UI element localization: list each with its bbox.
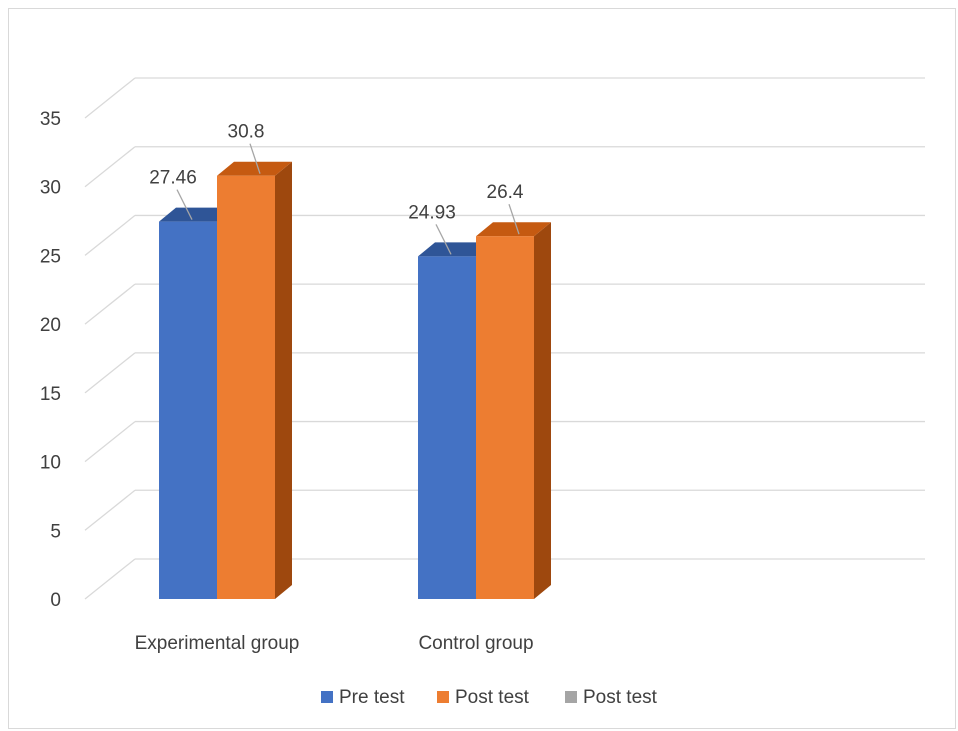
y-tick-label: 0 bbox=[50, 590, 61, 611]
y-tick-label: 30 bbox=[40, 178, 61, 199]
data-label: 27.46 bbox=[149, 168, 197, 189]
gridline-side bbox=[84, 421, 136, 463]
data-label-leader bbox=[508, 203, 520, 235]
y-tick-label: 15 bbox=[40, 384, 61, 405]
y-tick-label: 25 bbox=[40, 246, 61, 267]
data-label: 24.93 bbox=[408, 202, 456, 223]
bar bbox=[418, 256, 476, 599]
y-tick-label: 10 bbox=[40, 453, 61, 474]
bars bbox=[159, 161, 551, 599]
bar-top bbox=[476, 222, 551, 237]
gridline-side bbox=[84, 558, 136, 600]
legend-label: Pre test bbox=[339, 687, 405, 708]
legend: Pre test Post test Post test bbox=[321, 687, 658, 708]
x-axis-categories: Experimental group Control group bbox=[135, 633, 534, 654]
gridline-side bbox=[84, 352, 136, 394]
gridline-side bbox=[84, 283, 136, 325]
legend-label: Post test bbox=[583, 687, 658, 708]
legend-item: Post test bbox=[437, 687, 530, 708]
data-label: 30.8 bbox=[228, 122, 265, 143]
gridline-side bbox=[84, 146, 136, 188]
x-category-label: Control group bbox=[418, 633, 533, 654]
legend-item: Pre test bbox=[321, 687, 405, 708]
bar-chart: 0 5 10 15 20 25 30 35 27.46 24.93 30.8 26.4 Experi… bbox=[40, 77, 925, 708]
bar bbox=[217, 175, 275, 599]
legend-item: Post test bbox=[565, 687, 658, 708]
bar-top bbox=[159, 207, 234, 222]
data-labels: 27.46 24.93 30.8 26.4 bbox=[149, 122, 524, 255]
x-category-label: Experimental group bbox=[135, 633, 300, 654]
legend-label: Post test bbox=[455, 687, 530, 708]
data-label-leader bbox=[435, 224, 452, 255]
y-tick-label: 5 bbox=[50, 521, 61, 542]
gridline-side bbox=[84, 77, 136, 119]
data-label-leader bbox=[249, 143, 261, 174]
bar-side bbox=[534, 222, 551, 599]
y-axis-ticks: 0 5 10 15 20 25 30 35 bbox=[40, 109, 61, 611]
y-tick-label: 20 bbox=[40, 315, 61, 336]
bar-top bbox=[418, 242, 493, 257]
y-tick-label: 35 bbox=[40, 109, 61, 130]
data-label: 26.4 bbox=[487, 182, 524, 203]
gridline-side bbox=[84, 214, 136, 256]
bar-side bbox=[275, 161, 292, 599]
bar bbox=[476, 236, 534, 599]
gridline-side bbox=[84, 489, 136, 531]
legend-swatch bbox=[565, 691, 577, 703]
data-label-leader bbox=[176, 189, 193, 220]
legend-swatch bbox=[437, 691, 449, 703]
chart-area: 0 5 10 15 20 25 30 35 27.46 24.93 30.8 26.4 Experi… bbox=[8, 8, 956, 729]
legend-swatch bbox=[321, 691, 333, 703]
bar bbox=[159, 221, 217, 599]
bar-top bbox=[217, 161, 292, 176]
